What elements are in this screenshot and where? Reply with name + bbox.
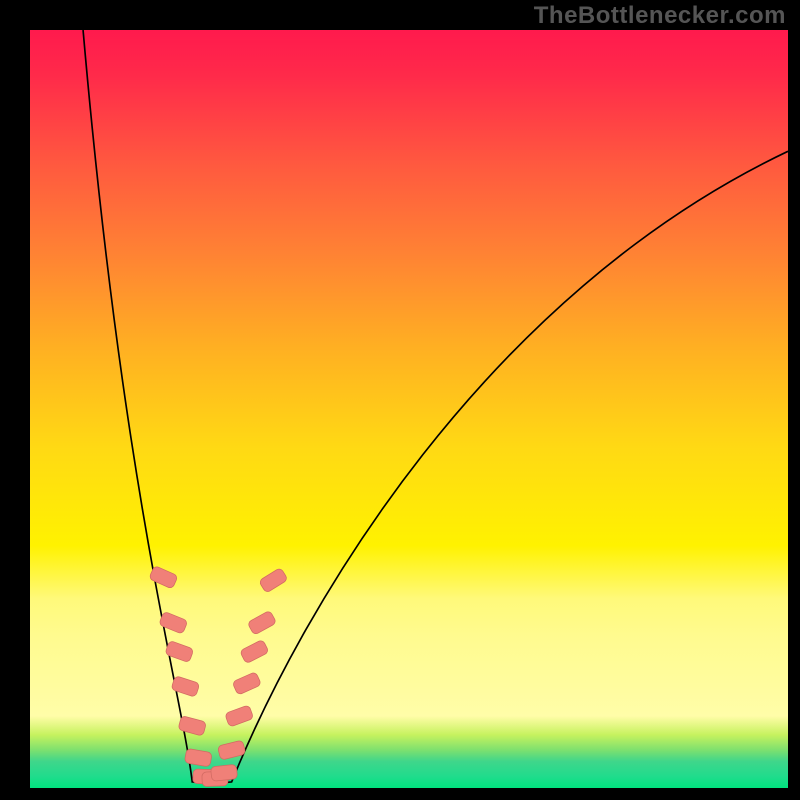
curve-marker — [247, 610, 277, 635]
curve-marker — [171, 676, 200, 698]
curve-marker — [178, 716, 207, 737]
bottleneck-curve — [83, 30, 788, 783]
curve-marker — [240, 639, 270, 664]
curve-marker — [210, 764, 237, 781]
curve-layer — [30, 30, 788, 788]
curve-marker — [225, 705, 254, 727]
curve-marker — [259, 567, 288, 593]
curve-marker — [232, 672, 261, 696]
curve-marker — [159, 611, 188, 634]
curve-marker — [149, 565, 178, 589]
watermark-label: TheBottlenecker.com — [534, 2, 786, 30]
curve-marker — [184, 748, 212, 767]
curve-marker — [165, 640, 194, 662]
